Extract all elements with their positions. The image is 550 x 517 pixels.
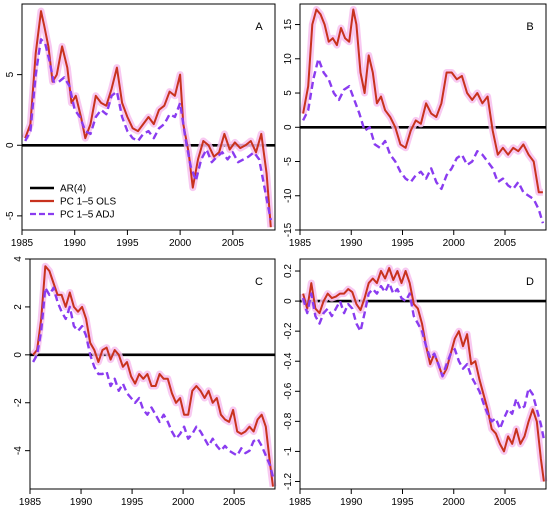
x-tick-label: 1990 <box>340 238 363 249</box>
x-tick-label: 2005 <box>494 238 517 249</box>
y-tick-label: 5 <box>283 90 294 96</box>
series-ols-line <box>24 10 272 228</box>
x-tick-label: 2000 <box>169 238 192 249</box>
x-tick-label: 1990 <box>70 497 93 508</box>
y-tick-label: -2 <box>13 398 24 407</box>
y-tick-label: -10 <box>283 188 294 203</box>
plot-frame <box>29 258 276 490</box>
x-tick-label: 1985 <box>19 497 42 508</box>
y-tick-label: -15 <box>283 222 294 237</box>
x-tick-label: 2005 <box>223 497 246 508</box>
legend-label: AR(4) <box>60 184 86 195</box>
plot-frame <box>299 258 547 490</box>
x-tick-label: 1990 <box>64 238 87 249</box>
x-tick-label: 2000 <box>172 497 195 508</box>
series-adj-line <box>24 38 272 221</box>
series-adj-line <box>302 57 545 224</box>
y-tick-label: -1 <box>283 447 294 456</box>
series-ols-band <box>30 262 277 488</box>
y-tick-label: 5 <box>5 71 16 77</box>
panel-d: 1985 1990 1995 2000 2005 -1.2 -1 -0.8 -0.6 -0.4 -0… <box>283 258 548 508</box>
panel-b: 1985 1990 1995 2000 2005 -15 -10 -5 0 5 10 15 B <box>283 3 547 249</box>
panel-c: 1985 1990 1995 2000 2005 -4 -2 0 2 4 C <box>13 256 277 508</box>
legend: AR(4) PC 1–5 OLS PC 1–5 ADJ <box>30 184 116 221</box>
x-tick-label: 2000 <box>443 238 466 249</box>
legend-label: PC 1–5 OLS <box>60 197 116 208</box>
y-tick-label: -0.2 <box>283 322 294 340</box>
y-tick-label: 2 <box>13 304 24 310</box>
panel-a: 1985 1990 1995 2000 2005 -5 0 5 A AR(4) PC 1–5 OLS… <box>5 3 276 249</box>
y-tick-label: -5 <box>5 211 16 220</box>
y-tick-label: 4 <box>13 256 24 262</box>
y-tick-label: 0 <box>5 142 16 148</box>
y-tick-label: -1.2 <box>283 472 294 490</box>
x-tick-label: 2005 <box>222 238 245 249</box>
x-tick-label: 1985 <box>289 238 312 249</box>
plot-frame <box>299 3 547 231</box>
series-adj-line <box>32 286 275 478</box>
panel-letter: D <box>526 276 534 288</box>
x-tick-label: 1995 <box>121 497 144 508</box>
y-tick-label: 10 <box>283 53 294 65</box>
y-tick-label: -0.4 <box>283 352 294 370</box>
series-ols-line <box>302 8 543 194</box>
x-tick-label: 1995 <box>391 238 414 249</box>
plot-frame <box>21 3 276 231</box>
series-ols-line <box>32 265 274 487</box>
legend-label: PC 1–5 ADJ <box>60 210 114 221</box>
panel-letter: C <box>255 276 263 288</box>
x-tick-label: 1990 <box>340 497 363 508</box>
y-tick-label: 15 <box>283 19 294 31</box>
y-tick-label: 0.2 <box>283 264 294 278</box>
panel-letter: A <box>255 21 263 33</box>
x-tick-label: 1995 <box>391 497 414 508</box>
y-tick-label: -4 <box>13 446 24 455</box>
x-tick-label: 1985 <box>289 497 312 508</box>
x-tick-label: 2005 <box>494 497 517 508</box>
x-tick-label: 1985 <box>11 238 34 249</box>
y-tick-label: -0.6 <box>283 382 294 400</box>
y-tick-label: 0 <box>283 298 294 304</box>
x-tick-label: 2000 <box>443 497 466 508</box>
y-tick-label: -5 <box>283 157 294 166</box>
series-adj-line <box>301 281 546 440</box>
x-tick-label: 1995 <box>116 238 139 249</box>
panel-letter: B <box>526 21 533 33</box>
y-tick-label: -0.8 <box>283 412 294 430</box>
y-tick-label: 0 <box>13 352 24 358</box>
y-tick-label: 0 <box>283 124 294 130</box>
